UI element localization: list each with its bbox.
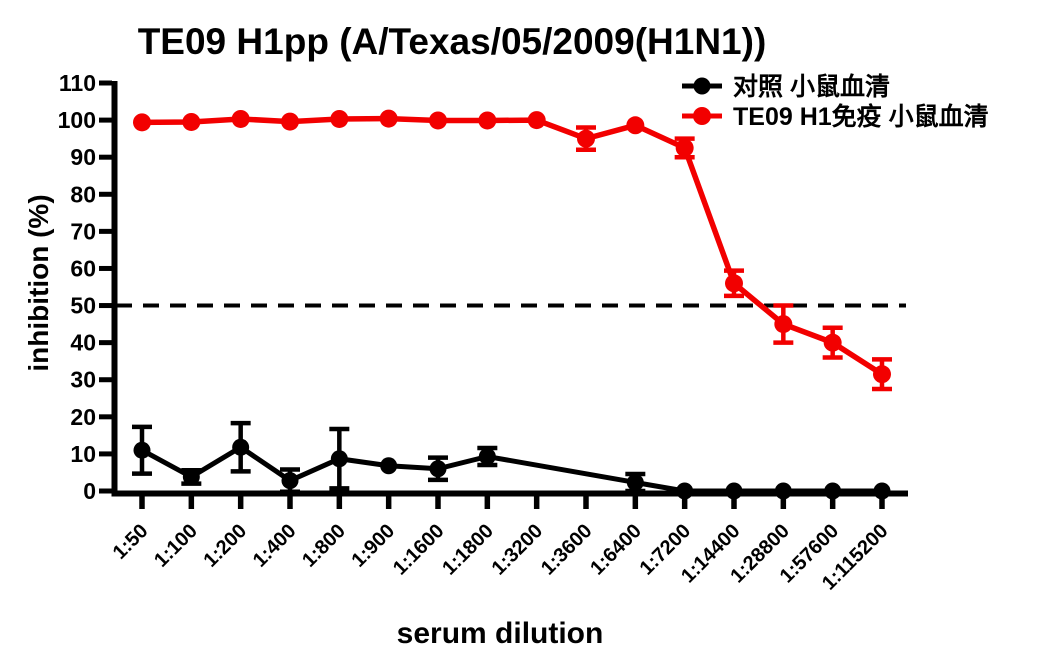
data-point-marker <box>675 138 694 157</box>
series-line <box>140 444 882 494</box>
data-point-marker <box>823 333 842 352</box>
data-point-marker <box>824 482 842 500</box>
x-tick-label: 1:3200 <box>488 520 548 580</box>
y-tick-label: 90 <box>70 144 96 170</box>
x-tick-label: 1:400 <box>249 520 301 572</box>
data-point-marker <box>724 274 743 293</box>
data-point-marker <box>330 109 349 128</box>
data-point-marker <box>872 365 891 384</box>
series-layer <box>132 109 892 500</box>
data-point-marker <box>626 473 644 491</box>
x-tick-label: 1:800 <box>298 520 350 572</box>
data-point-marker <box>774 482 792 500</box>
x-tick-label: 1:1800 <box>438 520 498 580</box>
data-point-marker <box>281 472 299 490</box>
data-point-marker <box>232 438 250 456</box>
y-tick-label: 50 <box>70 293 96 319</box>
x-tick-label: 1:3600 <box>537 520 597 580</box>
immune-series-marker-icon <box>693 107 711 125</box>
data-point-marker <box>380 457 398 475</box>
data-point-marker <box>774 315 793 334</box>
legend: 对照 小鼠血清 TE09 H1免疫 小鼠血清 <box>682 73 989 131</box>
legend-item-immune: TE09 H1免疫 小鼠血清 <box>682 102 989 131</box>
y-tick-label: 20 <box>70 404 96 430</box>
x-axis-title: serum dilution <box>397 617 604 650</box>
y-tick-label: 30 <box>70 367 96 393</box>
data-point-marker <box>428 111 447 130</box>
data-point-marker <box>280 112 299 131</box>
data-point-marker <box>725 482 743 500</box>
legend-label-immune: TE09 H1免疫 小鼠血清 <box>733 102 989 131</box>
chart-title: TE09 H1pp (A/Texas/05/2009(H1N1)) <box>138 21 767 62</box>
y-tick-label: 0 <box>83 478 96 504</box>
x-tick-label: 1:1600 <box>389 520 449 580</box>
data-point-marker <box>330 450 348 468</box>
data-point-marker <box>626 116 645 135</box>
legend-label-control: 对照 小鼠血清 <box>733 73 890 101</box>
x-tick-label: 1:50 <box>109 520 153 564</box>
data-point-marker <box>182 468 200 486</box>
y-tick-label: 100 <box>58 107 96 133</box>
series-line <box>141 115 884 377</box>
y-tick-label: 80 <box>70 181 96 207</box>
x-tick-label: 1:6400 <box>586 520 646 580</box>
y-tick-label: 10 <box>70 441 96 467</box>
y-tick-label: 110 <box>59 70 96 96</box>
data-point-marker <box>182 112 201 131</box>
data-point-marker <box>478 111 497 130</box>
data-point-marker <box>429 460 447 478</box>
data-point-marker <box>478 448 496 466</box>
data-point-marker <box>231 109 250 128</box>
x-tick-label: 1:100 <box>150 520 202 572</box>
x-tick-label: 1:200 <box>199 520 251 572</box>
y-tick-label: 70 <box>70 218 96 244</box>
control-series-marker-icon <box>693 77 711 95</box>
data-point-marker <box>873 482 891 500</box>
data-point-marker <box>133 441 151 459</box>
series-0 <box>132 420 891 500</box>
data-point-marker <box>676 482 694 500</box>
data-point-marker <box>576 129 595 148</box>
data-point-marker <box>527 111 546 130</box>
y-tick-label: 40 <box>70 330 96 356</box>
legend-item-control: 对照 小鼠血清 <box>682 73 890 101</box>
data-point-marker <box>133 113 151 132</box>
data-point-marker <box>379 109 398 128</box>
series-1 <box>133 109 892 392</box>
y-tick-label: 60 <box>70 255 96 281</box>
y-axis-title: inhibition (%) <box>23 194 54 371</box>
